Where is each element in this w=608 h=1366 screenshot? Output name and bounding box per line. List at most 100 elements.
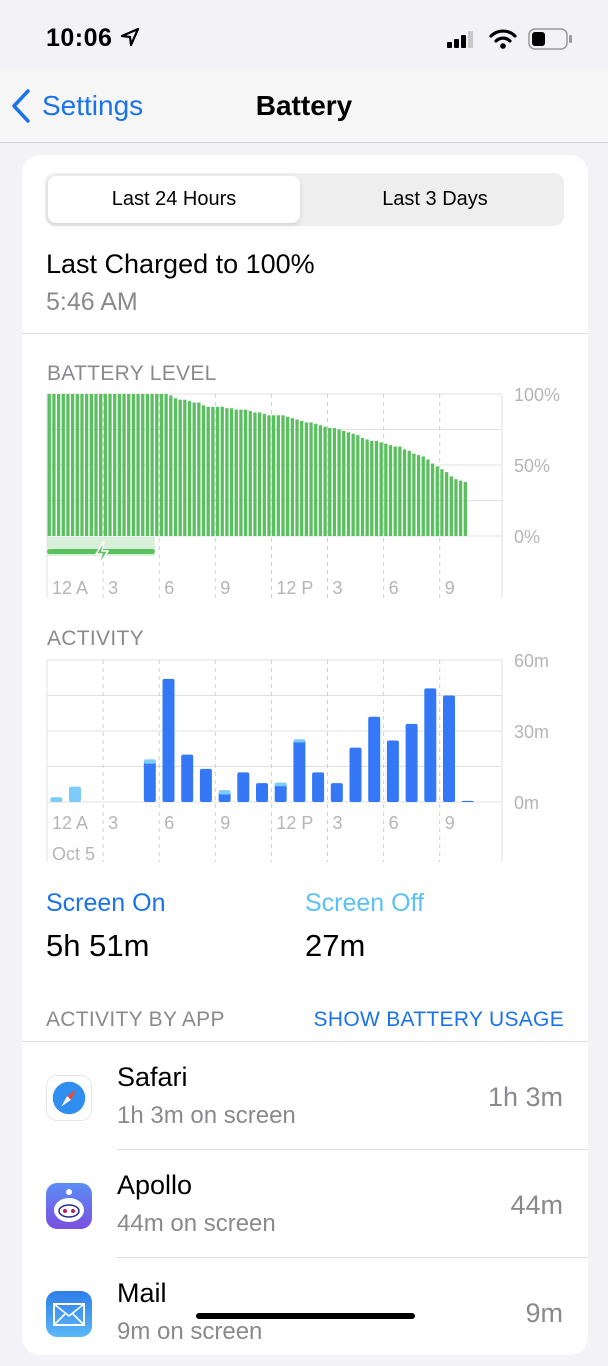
battery-bar <box>402 449 407 536</box>
screen-on-bar <box>274 784 287 802</box>
chevron-left-icon <box>12 89 30 123</box>
battery-bar <box>117 394 122 536</box>
battery-bar <box>206 406 210 536</box>
screen-on-bar <box>424 688 437 802</box>
time-range-segmented-control: Last 24 Hours Last 3 Days <box>45 173 564 226</box>
battery-bar <box>169 395 173 536</box>
battery-bar <box>164 394 168 536</box>
battery-bar <box>337 429 341 536</box>
battery-bar <box>374 440 379 536</box>
apollo-icon <box>46 1183 92 1229</box>
battery-bar <box>449 476 453 536</box>
battery-bar <box>463 482 467 536</box>
x-tick-label: 9 <box>220 813 230 833</box>
show-battery-usage-button[interactable]: SHOW BATTERY USAGE <box>313 1008 564 1031</box>
battery-icon <box>528 28 572 50</box>
battery-bar <box>85 394 89 536</box>
app-usage-value: 9m <box>525 1298 563 1328</box>
screen-on-bar <box>330 783 343 802</box>
last-charged-time: 5:46 AM <box>46 288 138 316</box>
battery-bar <box>225 408 229 536</box>
battery-bar <box>267 415 271 536</box>
battery-bar <box>150 394 154 536</box>
x-tick-label: 6 <box>164 813 174 833</box>
battery-bar <box>416 455 421 536</box>
battery-bar <box>393 446 397 536</box>
battery-bar <box>211 406 215 536</box>
battery-bar <box>234 409 238 536</box>
battery-bar <box>379 442 383 536</box>
screen-on-bar <box>368 716 381 802</box>
battery-bar <box>99 394 103 536</box>
screen-on-bar <box>461 800 474 802</box>
battery-bar <box>66 394 70 536</box>
screen-on-label: Screen On <box>46 889 166 917</box>
battery-bar <box>75 394 79 536</box>
battery-bar <box>444 472 449 536</box>
battery-bar <box>141 394 145 536</box>
status-time: 10:06 <box>46 24 140 53</box>
screen-on-bar <box>237 772 250 802</box>
cellular-signal-icon <box>447 31 473 48</box>
battery-bar <box>388 445 393 536</box>
y-tick-label: 100% <box>514 385 560 405</box>
battery-level-title: BATTERY LEVEL <box>47 362 217 385</box>
battery-bar <box>262 413 266 536</box>
app-row-apollo[interactable]: Apollo 44m on screen 44m <box>22 1150 588 1258</box>
home-indicator[interactable] <box>196 1313 415 1319</box>
app-usage-value: 1h 3m <box>487 1082 563 1112</box>
screen-on-bar <box>349 747 362 802</box>
safari-icon <box>46 1075 92 1121</box>
battery-bar <box>248 411 252 536</box>
screen-on-bar <box>312 772 325 802</box>
app-row-safari[interactable]: Safari 1h 3m on screen 1h 3m <box>22 1042 588 1150</box>
x-tick-label: 9 <box>220 578 230 598</box>
battery-bar <box>426 459 430 536</box>
screen-on-value: 5h 51m <box>46 928 150 963</box>
back-button[interactable]: Settings <box>10 88 143 124</box>
screen-on-bar <box>443 695 455 802</box>
page-title: Battery <box>255 90 353 121</box>
battery-bar <box>281 415 285 536</box>
screen-on-bar <box>181 754 194 802</box>
segment-last-24-hours[interactable]: Last 24 Hours <box>48 176 300 223</box>
battery-bar <box>342 430 346 536</box>
back-label: Settings <box>42 90 144 121</box>
y-tick-label: 0m <box>514 793 539 813</box>
battery-bar <box>314 423 318 536</box>
battery-bar <box>257 412 262 536</box>
x-tick-label: 12 A <box>52 578 88 598</box>
battery-bar <box>70 394 75 536</box>
battery-bar <box>272 415 276 536</box>
battery-bar <box>159 394 164 536</box>
screen-off-bar <box>218 790 231 795</box>
app-name: Apollo <box>117 1170 193 1200</box>
x-tick-label: 9 <box>445 813 455 833</box>
battery-bar <box>108 394 112 536</box>
battery-bar <box>52 394 56 536</box>
app-row-mail[interactable]: Mail 9m on screen 9m <box>22 1258 588 1366</box>
battery-bar <box>192 402 196 536</box>
x-tick-label: 6 <box>389 578 399 598</box>
x-tick-label: 9 <box>445 578 455 598</box>
app-name: Mail <box>117 1278 167 1308</box>
battery-bar <box>323 426 327 536</box>
battery-bar <box>215 406 220 536</box>
screen-off-value: 27m <box>305 928 366 963</box>
screen-on-bar <box>199 768 212 802</box>
x-tick-label: 3 <box>108 813 118 833</box>
battery-bar <box>346 432 351 536</box>
charts-canvas: 100% 50% 0% 12 A 3 6 9 12 P 3 6 9 60m 30m 0m 12 A 3 6 9 12… <box>46 385 560 864</box>
battery-bar <box>145 394 150 536</box>
screen-off-bar <box>274 782 287 787</box>
battery-bar <box>178 399 182 536</box>
battery-bar <box>113 394 117 536</box>
segment-last-3-days[interactable]: Last 3 Days <box>382 188 488 210</box>
battery-bar <box>300 420 304 536</box>
battery-bar <box>220 406 224 536</box>
screen-on-bar <box>256 783 268 802</box>
battery-bar <box>47 394 51 536</box>
battery-bar <box>286 416 290 536</box>
wifi-icon <box>489 29 517 49</box>
divider <box>117 1257 588 1258</box>
